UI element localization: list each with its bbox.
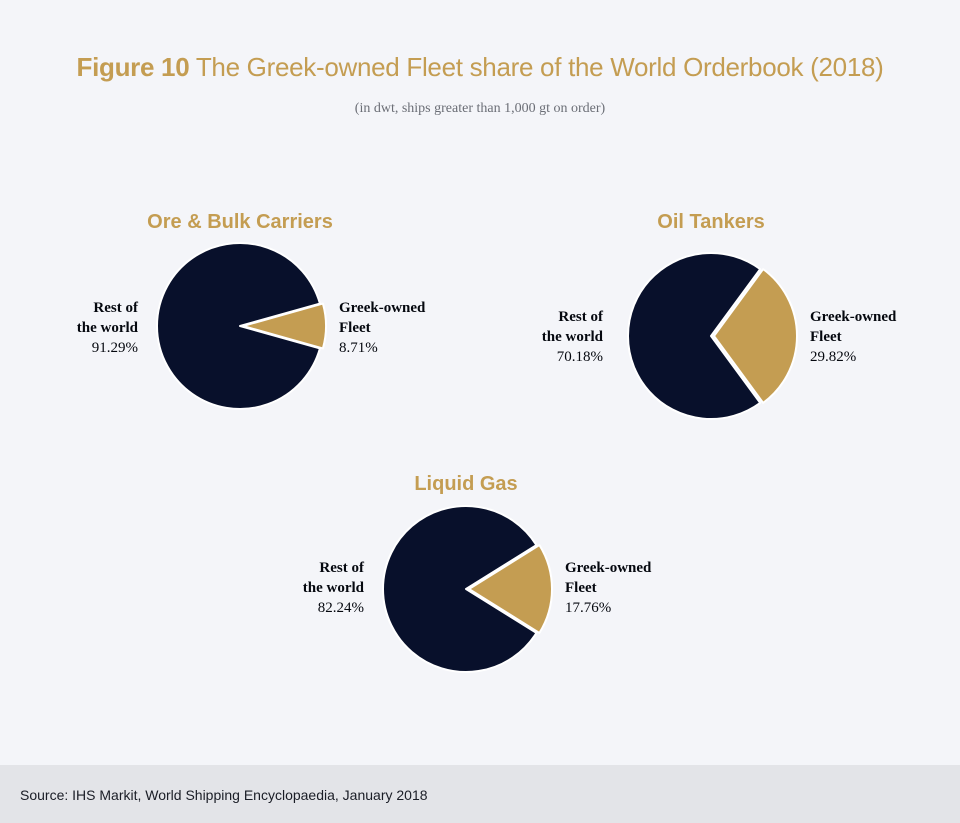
slice-greek-owned [713,268,798,404]
slice-name-line1: Greek-owned [339,300,426,316]
slice-value-label: 17.76% [565,600,612,616]
slice-name-line2: the world [76,320,138,336]
slice-greek-owned [468,544,553,634]
slice-rest-of-world [156,242,321,410]
slice-name-line2: the world [541,329,603,345]
source-text: Source: IHS Markit, World Shipping Encyc… [20,787,428,803]
slice-rest-of-world [382,505,538,673]
slice-value-label: 8.71% [339,340,378,356]
slice-rest-of-world [627,252,762,420]
slice-value-label: 82.24% [317,600,364,616]
chart-title-liquid-gas: Liquid Gas [414,473,518,495]
slice-value-label: 91.29% [91,340,138,356]
label-rest-of-world-ore-bulk: Rest of the world 91.29% [77,298,138,358]
slice-name-line2: the world [302,580,364,596]
label-rest-of-world-liquid-gas: Rest of the world 82.24% [303,558,364,618]
slice-name-line2: Fleet [339,320,371,336]
slice-greek-owned [242,302,327,350]
slice-name-line1: Rest of [558,309,603,325]
source-footer: Source: IHS Markit, World Shipping Encyc… [0,765,960,823]
chart-title-oil-tankers: Oil Tankers [657,211,765,233]
slice-value-label: 70.18% [556,349,603,365]
chart-title-ore-bulk: Ore & Bulk Carriers [147,211,333,233]
label-rest-of-world-oil-tankers: Rest of the world 70.18% [542,307,603,367]
slice-name-line1: Rest of [319,560,364,576]
figure-title-text: The Greek-owned Fleet share of the World… [189,52,884,82]
label-greek-owned-ore-bulk: Greek-owned Fleet 8.71% [339,298,425,358]
label-greek-owned-oil-tankers: Greek-owned Fleet 29.82% [810,307,896,367]
page-title: Figure 10 The Greek-owned Fleet share of… [0,52,960,83]
slice-name-line2: Fleet [810,329,842,345]
slice-name-line1: Greek-owned [810,309,897,325]
slice-name-line2: Fleet [565,580,597,596]
page-subtitle: (in dwt, ships greater than 1,000 gt on … [354,101,606,116]
slice-name-line1: Rest of [93,300,138,316]
figure-label: Figure 10 [76,52,190,82]
label-greek-owned-liquid-gas: Greek-owned Fleet 17.76% [565,558,651,618]
slice-value-label: 29.82% [810,349,857,365]
slice-name-line1: Greek-owned [565,560,652,576]
